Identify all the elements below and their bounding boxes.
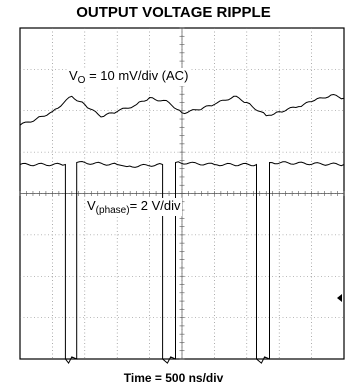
series-label-vo: VO = 10 mV/div (AC) [68,68,190,86]
series-label-vo-sub: O [77,75,86,86]
traces [19,93,345,365]
x-axis-label: Time = 500 ns/div [123,371,224,385]
series-label-vphase-sub: (phase) [95,205,130,216]
trace-vo [19,93,345,126]
trace-vphase [19,160,345,365]
series-label-vphase-rest: = 2 V/div [129,198,181,213]
series-label-vphase: V(phase)= 2 V/div [86,198,182,216]
chart-title: OUTPUT VOLTAGE RIPPLE [76,4,271,21]
series-label-vo-main: V [69,68,78,83]
marker-arrow-icon [337,294,342,302]
series-label-vphase-main: V [87,198,96,213]
series-label-vo-rest: = 10 mV/div (AC) [85,68,189,83]
grid [19,27,345,360]
